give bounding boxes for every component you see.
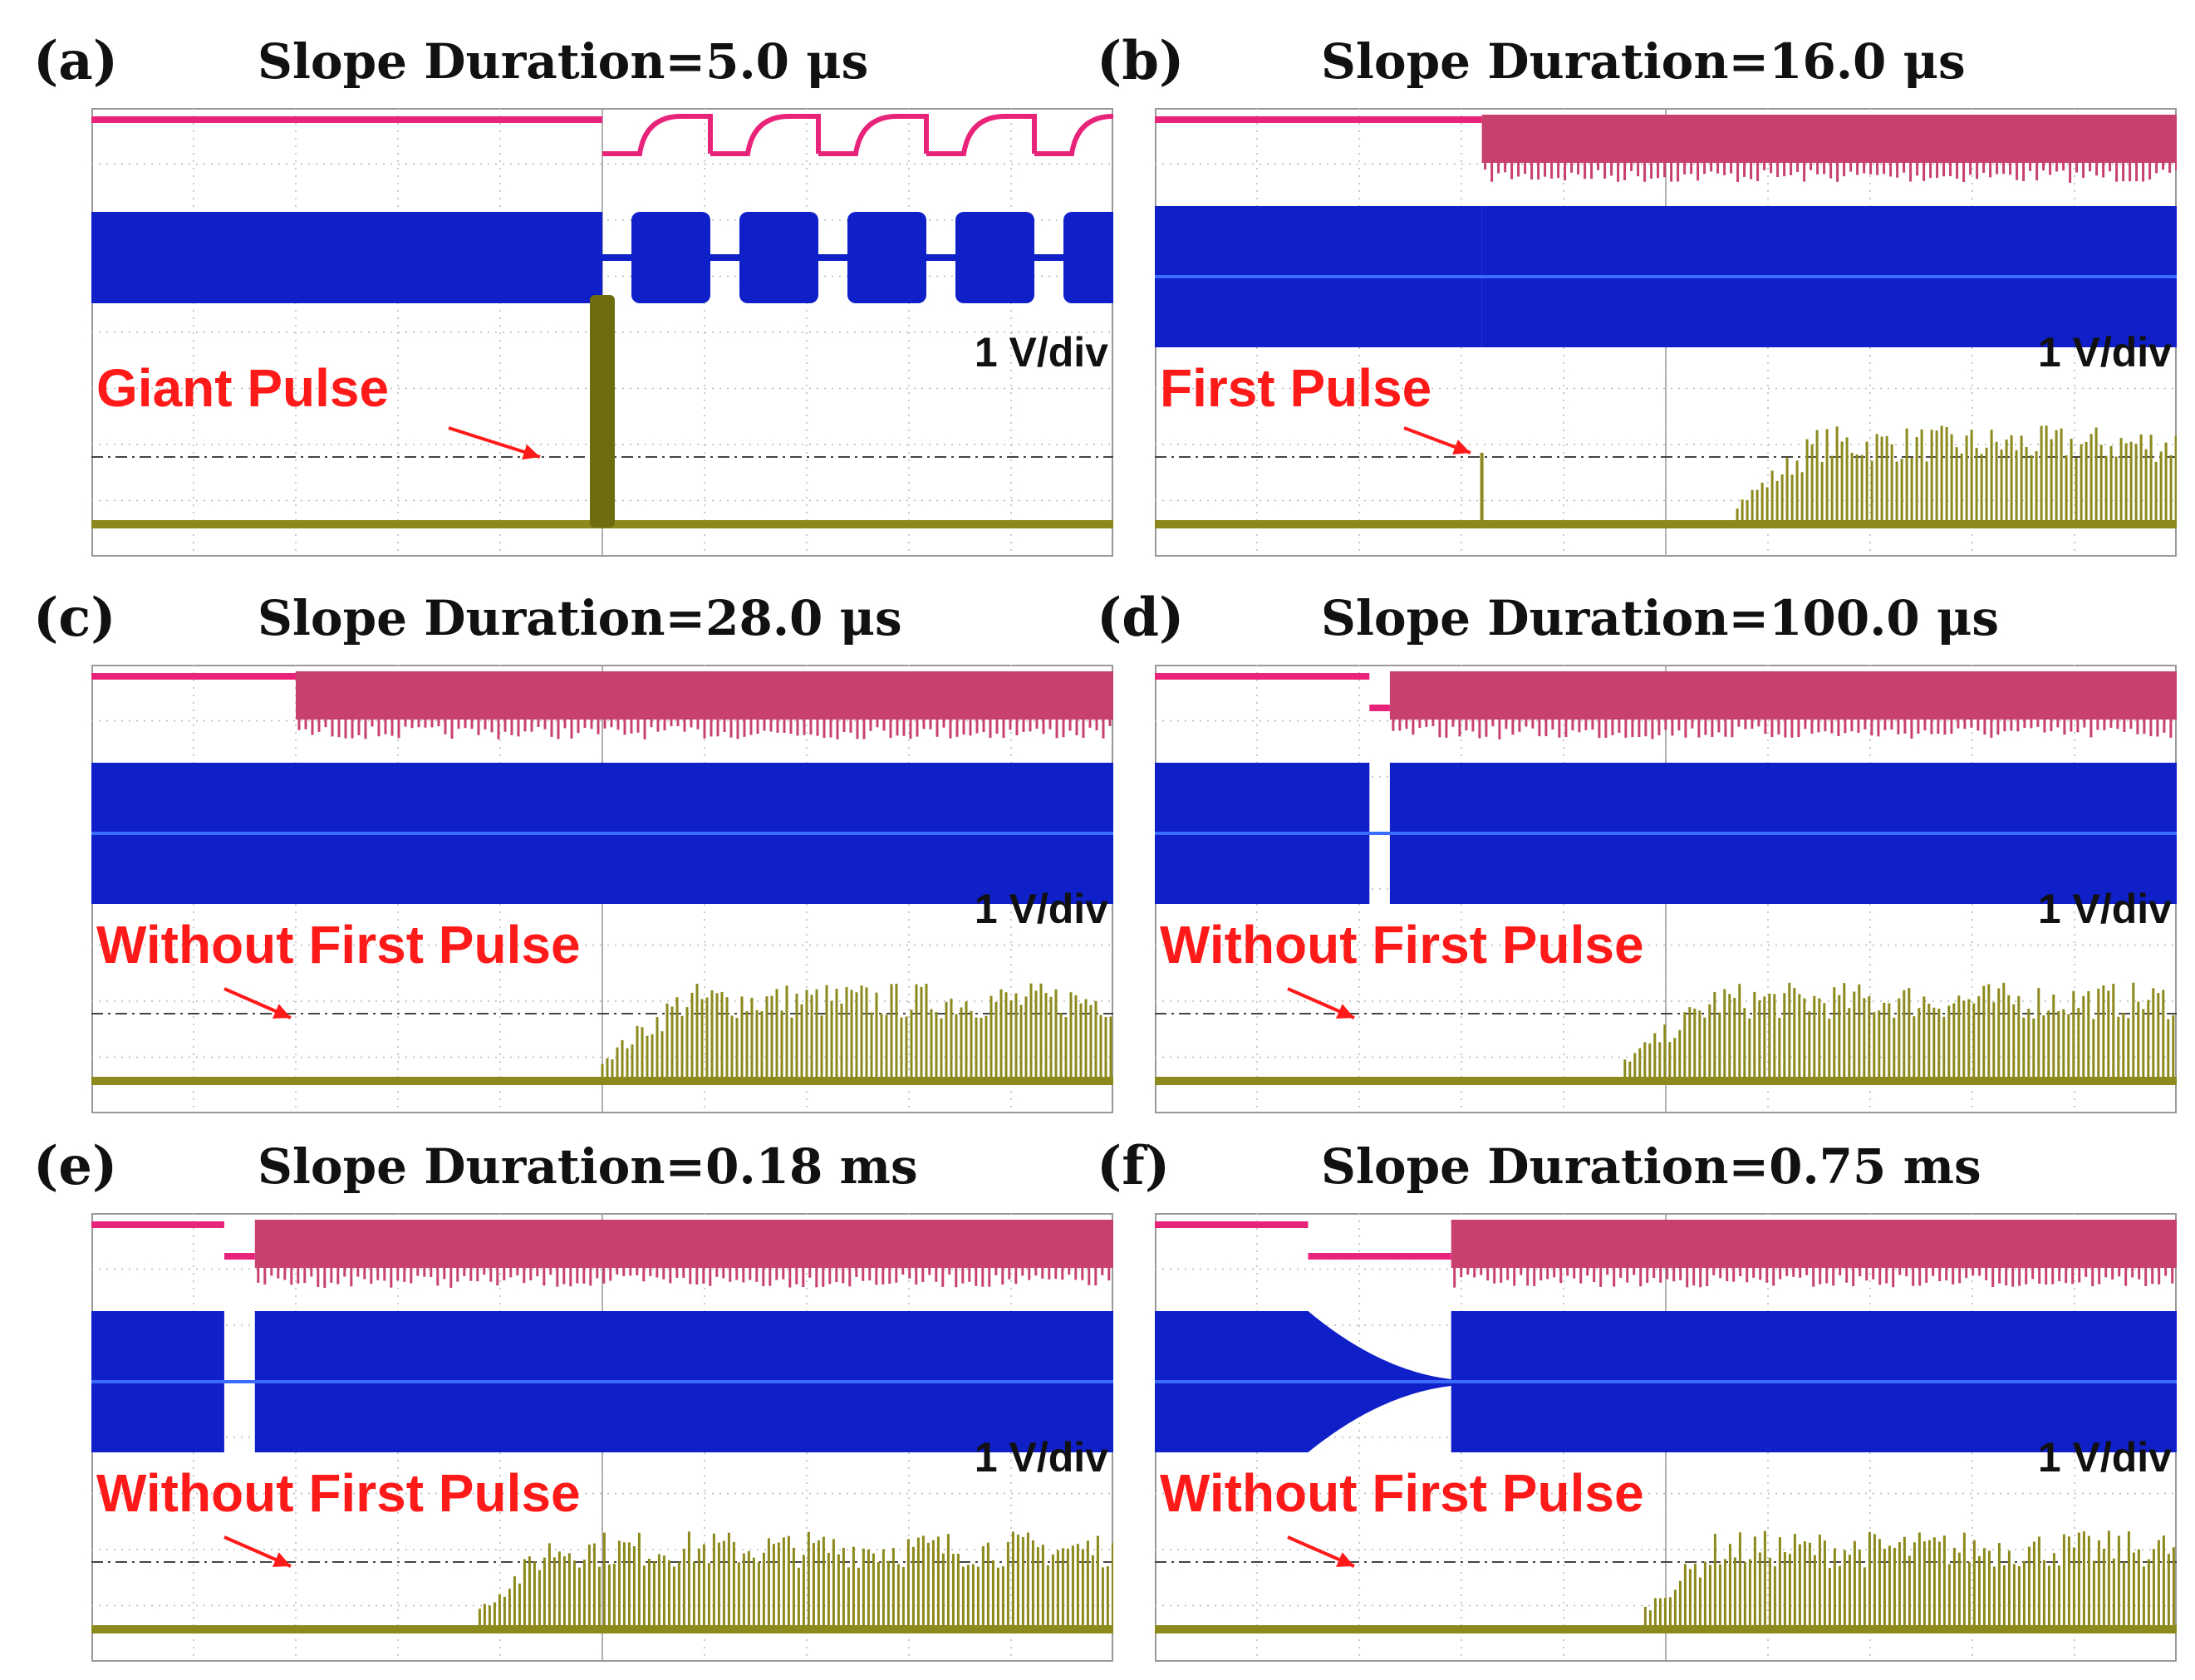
panel-a: (a) Slope Duration=5.0 μs 1 V/div Giant … [33,25,1113,573]
panel-letter: (d) [1097,587,1185,649]
annotation-arrow-head [522,444,540,460]
annotation-arrow-head [1336,1552,1354,1567]
ch3-burst [91,212,602,303]
ch1-baseline [91,1077,1113,1085]
panel-c: (c) Slope Duration=28.0 μs 1 V/div Witho… [33,582,1113,1130]
ch2-square-pulse [710,114,821,156]
ch1-baseline [1155,520,2177,528]
ch2-high-level [91,673,296,680]
ch3-burst [631,212,710,303]
ch2-pulse-spikes [257,1268,1111,1288]
ch2-square-pulse [602,114,713,156]
ch2-square-pulse [1034,114,1113,156]
ch2-drop-level [1369,705,1390,711]
ch1-baseline [1155,1077,2177,1085]
oscilloscope-trace: 1 V/div Without First Pulse [91,1213,1113,1662]
ch1-pulse-train [478,1531,1113,1628]
panel-letter: (c) [33,587,116,649]
ch1-pulse-train [1643,1530,2175,1628]
panel-e: (e) Slope Duration=0.18 ms 1 V/div Witho… [33,1130,1113,1678]
panel-title: Slope Duration=28.0 μs [258,590,902,646]
panel-letter: (b) [1097,30,1185,92]
ch2-pulse-band [296,671,1113,720]
panel-title: Slope Duration=0.18 ms [258,1138,918,1195]
scope-svg [91,665,1113,1113]
oscilloscope-trace: 1 V/div Without First Pulse [1155,665,2177,1113]
ch2-high-level [1155,1221,1309,1228]
oscilloscope-trace: 1 V/div Giant Pulse [91,108,1113,557]
scale-label: 1 V/div [974,329,1108,376]
ch2-high-level [1155,673,1370,680]
ch2-pulse-spikes [1453,1268,2174,1288]
panel-d: (d) Slope Duration=100.0 μs 1 V/div With… [1097,582,2177,1130]
ch1-pulse-train [1623,982,2175,1080]
panel-title: Slope Duration=100.0 μs [1321,590,2000,646]
oscilloscope-trace: 1 V/div First Pulse [1155,108,2177,557]
panel-letter: (a) [33,30,119,92]
ch2-square-pulse [926,114,1037,156]
ch2-high-level [91,116,602,123]
scope-svg [91,1213,1113,1662]
annotation-arrow-head [1452,440,1471,455]
ch3-burst [955,212,1034,303]
ch3-burst [1063,212,1113,303]
ch1-baseline [1155,1625,2177,1633]
annotation-arrow-head [1336,1004,1354,1019]
ch2-square-pulse [818,114,929,156]
ch2-pulse-spikes [1392,720,2173,739]
giant-pulse [590,295,615,528]
ch2-drop-level [1308,1253,1451,1260]
panel-title: Slope Duration=0.75 ms [1321,1138,1981,1195]
ch2-pulse-band [1451,1220,2177,1268]
ch1-pulse-train [1736,425,2177,523]
annotation-label: Giant Pulse [96,358,390,418]
scope-svg [1155,665,2177,1113]
ch2-pulse-band [254,1220,1113,1268]
annotation-label: Without First Pulse [96,1463,581,1523]
ch2-pulse-band [1389,671,2177,720]
panel-title: Slope Duration=5.0 μs [258,33,869,90]
scale-label: 1 V/div [2037,1434,2172,1481]
oscilloscope-trace: 1 V/div Without First Pulse [1155,1213,2177,1662]
ch2-high-level [1155,116,1482,123]
scale-label: 1 V/div [2037,329,2172,376]
panel-letter: (f) [1097,1135,1171,1197]
panel-b: (b) Slope Duration=16.0 μs 1 V/div First… [1097,25,2177,573]
ch2-pulse-spikes [297,720,1112,739]
ch3-burst [739,212,818,303]
panel-f: (f) Slope Duration=0.75 ms 1 V/div Witho… [1097,1130,2177,1678]
ch1-baseline [91,1625,1113,1633]
ch2-drop-level [223,1253,255,1260]
scope-svg [1155,1213,2177,1662]
ch1-pulse-train [601,983,1112,1080]
panel-title: Slope Duration=16.0 μs [1321,33,1966,90]
annotation-label: Without First Pulse [96,915,581,975]
ch2-high-level [91,1221,224,1228]
scale-label: 1 V/div [2037,886,2172,932]
annotation-arrow-head [273,1004,291,1019]
ch2-pulse-spikes [1484,163,2177,183]
panel-letter: (e) [33,1135,118,1197]
ch2-pulse-band [1481,115,2177,163]
scale-label: 1 V/div [974,886,1108,932]
ch3-burst [847,212,926,303]
scope-svg [91,108,1113,557]
annotation-arrow-head [273,1552,291,1567]
scale-label: 1 V/div [974,1434,1108,1481]
oscilloscope-trace: 1 V/div Without First Pulse [91,665,1113,1113]
annotation-label: First Pulse [1160,358,1432,418]
annotation-label: Without First Pulse [1160,1463,1644,1523]
annotation-label: Without First Pulse [1160,915,1644,975]
scope-svg [1155,108,2177,557]
